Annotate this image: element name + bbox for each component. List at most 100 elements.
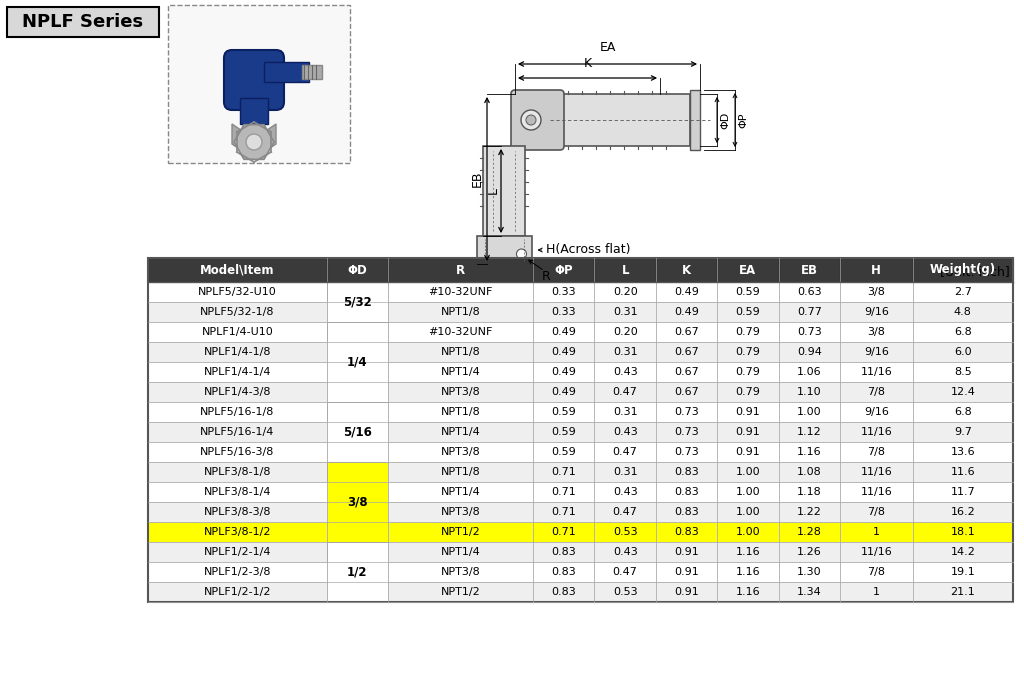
Bar [148,582,327,602]
Bar [717,522,778,542]
Bar [840,502,912,522]
Text: 0.71: 0.71 [551,467,577,477]
Bar [655,402,717,422]
Text: NPLF1/4-1/4: NPLF1/4-1/4 [204,367,271,377]
Text: 0.49: 0.49 [551,367,577,377]
Bar [778,482,840,502]
Bar [327,322,388,402]
Bar [840,302,912,322]
Bar [148,258,327,282]
Text: R: R [542,270,551,282]
Text: 1/4: 1/4 [347,356,368,368]
Bar [717,302,778,322]
Text: 13.6: 13.6 [950,447,975,457]
Bar [388,258,534,282]
Bar [534,482,595,502]
Text: 11/16: 11/16 [860,467,892,477]
Text: R: R [456,263,465,277]
Bar [912,342,1013,362]
Bar [912,502,1013,522]
Bar [778,442,840,462]
Bar [840,442,912,462]
Text: NPLF1/4-1/8: NPLF1/4-1/8 [204,347,271,357]
Bar [327,542,388,602]
Text: NPLF3/8-3/8: NPLF3/8-3/8 [204,507,271,517]
Bar [148,342,327,362]
Text: 0.49: 0.49 [674,307,699,317]
Text: NPLF5/32-1/8: NPLF5/32-1/8 [200,307,274,317]
Text: 0.47: 0.47 [612,447,638,457]
Bar [388,482,534,502]
Bar [148,562,327,582]
Bar [148,282,327,302]
Bar [388,582,534,602]
Text: 0.53: 0.53 [612,587,638,597]
Bar [595,442,655,462]
Bar [595,482,655,502]
Bar [778,282,840,302]
Bar [840,382,912,402]
Bar [717,382,778,402]
Text: NPT3/8: NPT3/8 [440,567,480,577]
Text: NPT1/2: NPT1/2 [440,527,480,537]
Text: 0.67: 0.67 [674,347,699,357]
Text: 0.53: 0.53 [612,527,638,537]
Text: NPLF5/16-3/8: NPLF5/16-3/8 [200,447,274,457]
Bar [388,322,534,342]
Text: Weight(g): Weight(g) [930,263,995,277]
Text: 0.83: 0.83 [551,567,577,577]
Bar [912,582,1013,602]
Bar [534,402,595,422]
Bar [717,542,778,562]
Bar [148,502,327,522]
Bar [595,382,655,402]
Text: EA: EA [739,263,757,277]
Bar [912,542,1013,562]
Bar [388,302,534,322]
FancyBboxPatch shape [7,7,159,37]
Bar [840,282,912,302]
Bar [912,562,1013,582]
Bar [778,302,840,322]
FancyBboxPatch shape [168,5,350,163]
Text: 0.59: 0.59 [551,427,577,437]
Text: H: H [871,263,882,277]
Bar [717,342,778,362]
Text: NPLF5/32-U10: NPLF5/32-U10 [198,287,276,297]
Bar [912,522,1013,542]
Text: 8.5: 8.5 [954,367,972,377]
Bar [655,362,717,382]
Text: NPT1/4: NPT1/4 [440,367,480,377]
Text: H(Across flat): H(Across flat) [547,243,631,256]
Bar [388,362,534,382]
Text: 0.71: 0.71 [551,527,577,537]
Bar [655,282,717,302]
Bar [264,62,309,82]
Bar [534,522,595,542]
Text: ΦD: ΦD [347,263,368,277]
Text: 0.47: 0.47 [612,387,638,397]
Bar [717,442,778,462]
Bar [595,362,655,382]
Text: 7/8: 7/8 [867,567,886,577]
Bar [717,482,778,502]
Text: 0.73: 0.73 [674,407,699,417]
Bar [534,542,595,562]
Bar [388,282,534,302]
Text: 0.49: 0.49 [551,387,577,397]
Text: NPLF3/8-1/8: NPLF3/8-1/8 [204,467,271,477]
Bar [912,442,1013,462]
Text: 1.00: 1.00 [735,487,760,497]
Text: 11.7: 11.7 [950,487,975,497]
Bar [240,98,268,124]
FancyBboxPatch shape [483,146,525,236]
Text: Model\Item: Model\Item [200,263,274,277]
Bar [778,322,840,342]
Bar [655,422,717,442]
Text: 0.43: 0.43 [612,367,638,377]
Text: NPT1/2: NPT1/2 [440,587,480,597]
Bar [840,462,912,482]
Bar [840,402,912,422]
Bar [534,502,595,522]
Bar [595,582,655,602]
